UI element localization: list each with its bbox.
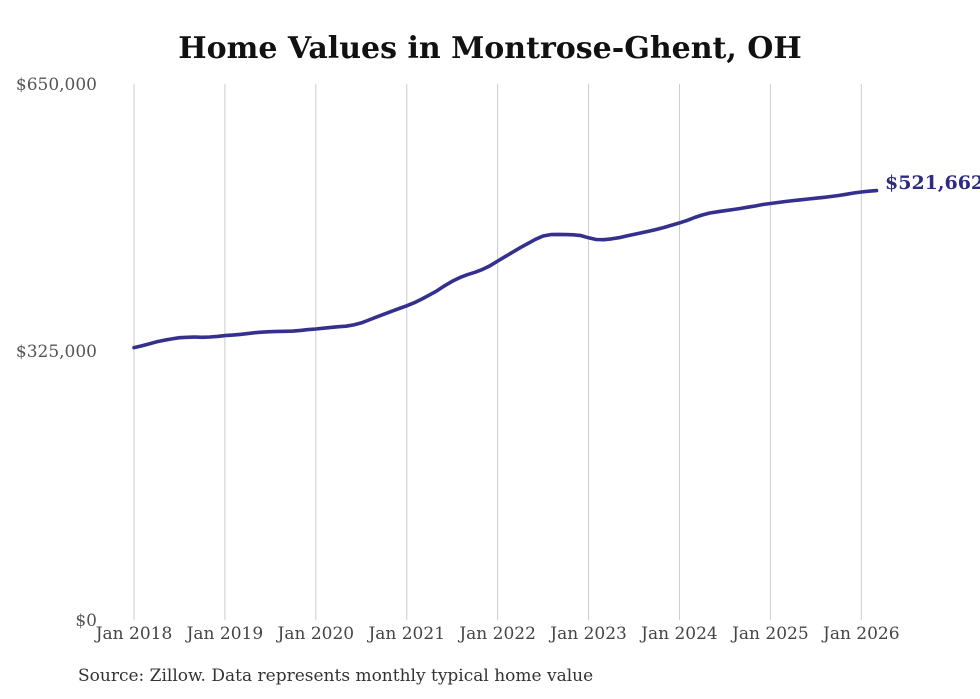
x-tick-label: Jan 2022 (459, 624, 536, 644)
home-value-line (132, 188, 879, 350)
source-note: Source: Zillow. Data represents monthly … (78, 666, 594, 686)
x-tick-label: Jan 2023 (550, 624, 627, 644)
x-tick-label: Jan 2021 (368, 624, 446, 644)
x-tick-label: Jan 2018 (95, 624, 173, 644)
x-tick-label: Jan 2025 (732, 624, 809, 644)
y-tick-label-325000: $325,000 (15, 342, 97, 362)
latest-value-label: $521,662 (885, 172, 980, 194)
x-tick-label: Jan 2026 (823, 624, 900, 644)
y-tick-label-650000: $650,000 (15, 75, 97, 95)
x-tick-label: Jan 2020 (277, 624, 355, 644)
x-tick-label: Jan 2019 (186, 624, 264, 644)
chart-title: Home Values in Montrose-Ghent, OH (178, 31, 802, 66)
y-tick-label-0: $0 (75, 611, 97, 631)
x-tick-label: Jan 2024 (641, 624, 718, 644)
